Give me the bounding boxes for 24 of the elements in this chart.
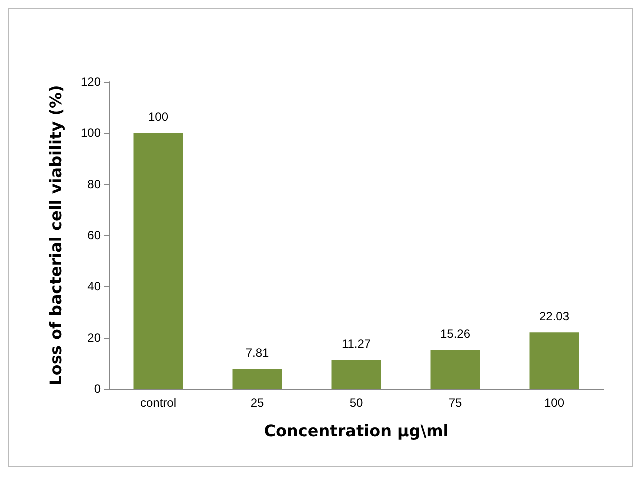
y-tick-label: 60 [88,228,102,242]
bar [232,369,282,389]
bar [430,350,480,389]
y-tick-label: 80 [88,177,102,192]
data-label: 7.81 [246,346,270,360]
data-label: 11.27 [342,337,372,352]
x-tick-label: control [140,396,177,410]
y-tick-label: 120 [80,75,102,89]
data-label: 15.26 [440,326,471,341]
bar [134,133,184,389]
x-tick-label: 25 [250,396,264,410]
y-tick-label: 100 [80,126,102,140]
x-tick-label: 75 [448,396,462,410]
x-tick-label: 50 [350,396,364,410]
data-label: 22.03 [539,310,570,324]
bar [530,332,580,389]
data-label: 100 [148,110,169,124]
bar [332,360,382,389]
y-tick-label: 20 [88,330,102,345]
x-tick-label: 100 [544,396,565,410]
y-tick-label: 40 [88,280,102,294]
y-axis-title: Loss of bacterial cell viability (%) [46,85,66,386]
y-tick-label: 0 [94,382,102,396]
x-axis-title: Concentration µg\ml [264,422,449,440]
